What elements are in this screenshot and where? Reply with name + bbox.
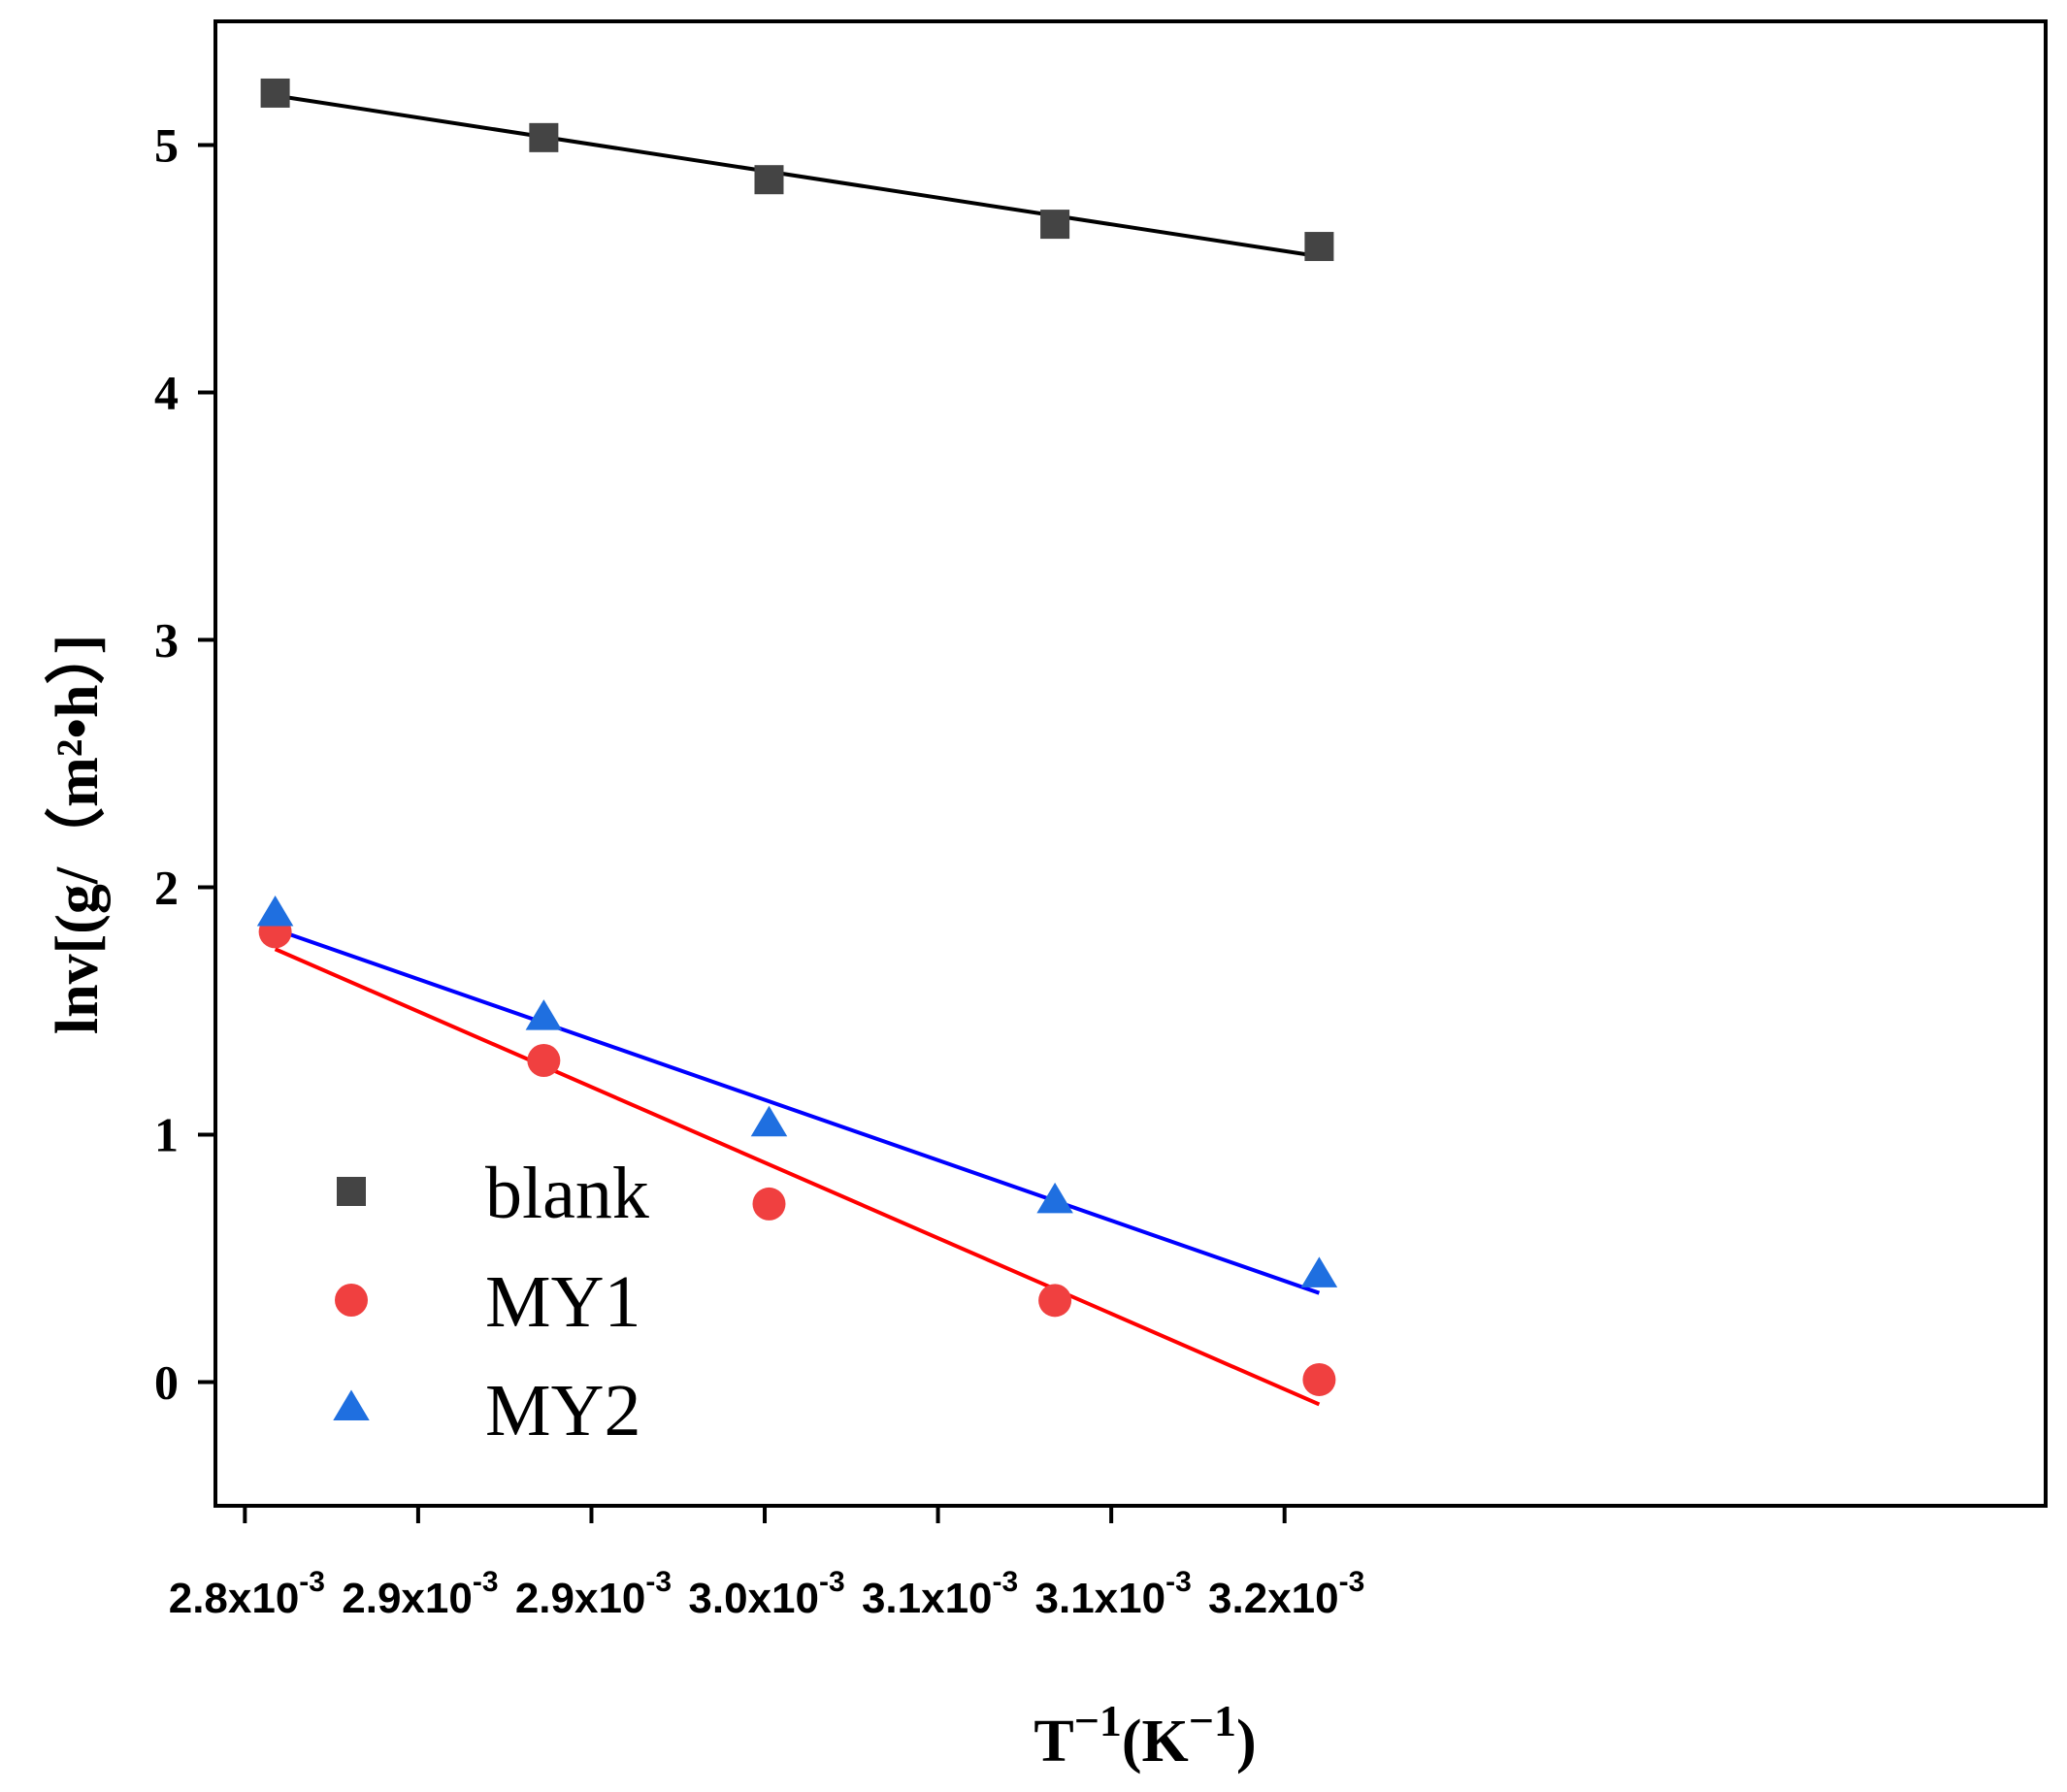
data-point-my1	[752, 1187, 786, 1221]
x-tick-mantissa: 3.1x10	[862, 1575, 993, 1622]
y-tick-label: 1	[154, 1108, 179, 1162]
x-tick-label: 3.0x10-3	[688, 1566, 844, 1622]
x-tick-label: 2.9x10-3	[515, 1566, 672, 1622]
legend-label-blank: blank	[485, 1153, 649, 1234]
x-tick-mantissa: 3.1x10	[1035, 1575, 1166, 1622]
markers	[256, 78, 1338, 1396]
x-tick-exponent: -3	[1339, 1566, 1365, 1598]
data-point-my1	[1302, 1362, 1336, 1396]
y-tick-label: 4	[154, 366, 179, 420]
legend-label-my1: MY1	[485, 1261, 640, 1343]
data-point-blank	[529, 122, 559, 152]
x-tick-mantissa: 3.0x10	[688, 1575, 819, 1622]
y-tick-label: 5	[154, 118, 179, 173]
x-tick-exponent: -3	[645, 1566, 672, 1598]
x-axis-title-unit: (K	[1122, 1709, 1189, 1775]
data-point-my2	[1036, 1182, 1073, 1214]
y-tick-label: 3	[154, 613, 179, 668]
x-tick-exponent: -3	[993, 1566, 1019, 1598]
x-tick-mantissa: 2.9x10	[342, 1575, 473, 1622]
legend-marker-my1	[335, 1284, 368, 1317]
y-tick-label: 0	[154, 1355, 179, 1410]
y-tick-label: 2	[154, 861, 179, 915]
x-tick-mantissa: 2.9x10	[515, 1575, 646, 1622]
legend: blank MY1 MY2	[333, 1153, 649, 1451]
data-point-blank	[260, 78, 290, 108]
data-point-blank	[754, 165, 784, 195]
data-point-my2	[525, 999, 563, 1030]
data-point-blank	[1304, 232, 1334, 262]
x-tick-label: 3.2x10-3	[1208, 1566, 1364, 1622]
fit-line-blank	[275, 93, 1320, 259]
legend-label-my2: MY2	[485, 1370, 640, 1451]
data-point-blank	[1040, 210, 1070, 240]
y-axis-title: lnv[(g/（m²•h）]	[43, 635, 111, 1034]
data-point-my2	[750, 1105, 788, 1137]
x-tick-label: 2.9x10-3	[342, 1566, 498, 1622]
x-axis-title: T−1(K−1)	[1034, 1696, 1256, 1775]
x-tick-exponent: -3	[299, 1566, 325, 1598]
data-point-my1	[527, 1044, 561, 1077]
x-tick-exponent: -3	[473, 1566, 499, 1598]
x-tick-label: 2.8x10-3	[169, 1566, 325, 1622]
fit-lines	[274, 93, 1321, 1407]
fit-line-my1	[274, 947, 1321, 1407]
fit-line-my2	[274, 927, 1321, 1295]
x-tick-exponent: -3	[1165, 1566, 1192, 1598]
legend-marker-my2	[333, 1389, 370, 1420]
data-point-my2	[256, 896, 294, 927]
x-tick-mantissa: 3.2x10	[1208, 1575, 1339, 1622]
data-point-my1	[1038, 1284, 1072, 1318]
x-tick-exponent: -3	[819, 1566, 845, 1598]
x-tick-label: 3.1x10-3	[862, 1566, 1018, 1622]
legend-marker-blank	[337, 1177, 366, 1206]
x-tick-label: 3.1x10-3	[1035, 1566, 1192, 1622]
data-point-my2	[1300, 1256, 1338, 1287]
x-tick-mantissa: 2.8x10	[169, 1575, 300, 1622]
x-axis-title-base: T	[1034, 1709, 1073, 1775]
x-axis-title-close: )	[1236, 1709, 1257, 1775]
y-axis-ticks: 0 1 2 3 4 5	[154, 118, 215, 1410]
x-axis-title-exp2: −1	[1189, 1696, 1236, 1745]
plot-frame	[213, 19, 2048, 1508]
x-axis-title-exp1: −1	[1074, 1696, 1122, 1745]
x-axis-ticks: 2.8x10-3 2.9x10-3 2.9x10-3 3.0x10-3 3.1x10-3…	[169, 1506, 1364, 1622]
